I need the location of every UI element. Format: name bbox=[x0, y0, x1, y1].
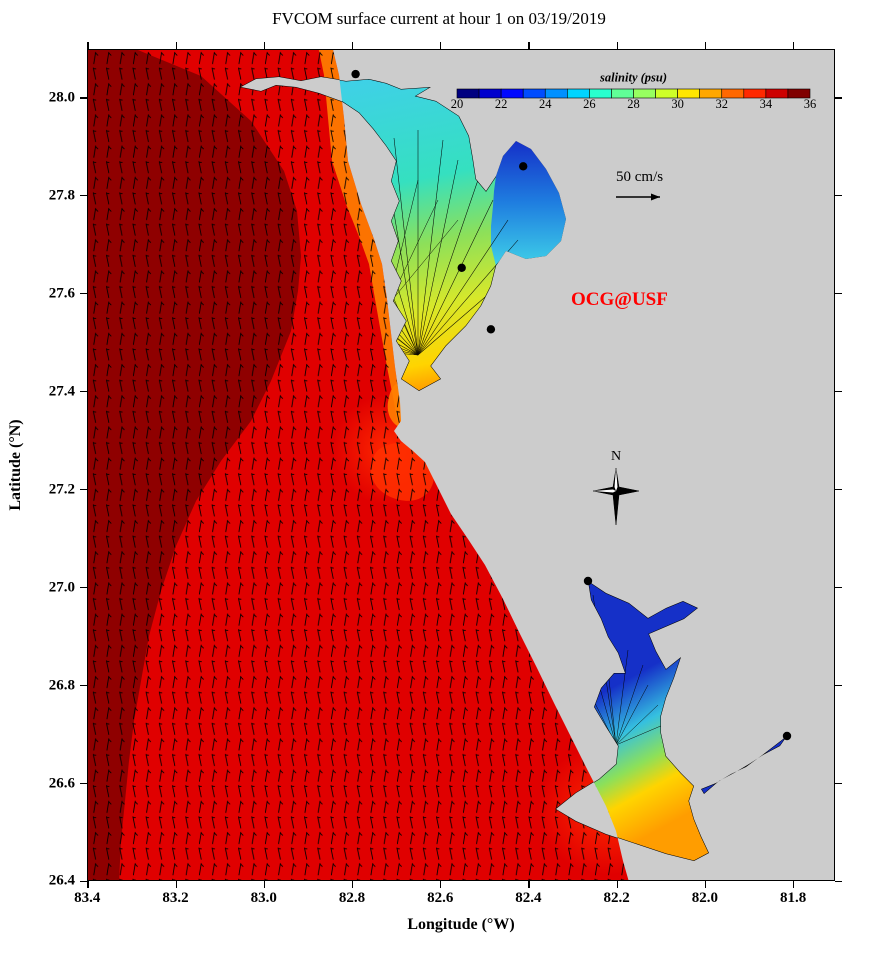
svg-text:salinity (psu): salinity (psu) bbox=[599, 71, 667, 85]
svg-text:N: N bbox=[611, 449, 621, 464]
svg-text:20: 20 bbox=[451, 97, 464, 111]
svg-text:28: 28 bbox=[627, 97, 640, 111]
svg-text:26: 26 bbox=[583, 97, 596, 111]
svg-text:OCG@USF: OCG@USF bbox=[571, 289, 668, 310]
svg-text:34: 34 bbox=[760, 97, 773, 111]
svg-text:22: 22 bbox=[495, 97, 508, 111]
svg-text:30: 30 bbox=[671, 97, 684, 111]
svg-text:32: 32 bbox=[716, 97, 729, 111]
svg-text:36: 36 bbox=[804, 97, 817, 111]
svg-text:24: 24 bbox=[539, 97, 552, 111]
svg-text:50 cm/s: 50 cm/s bbox=[616, 169, 663, 185]
